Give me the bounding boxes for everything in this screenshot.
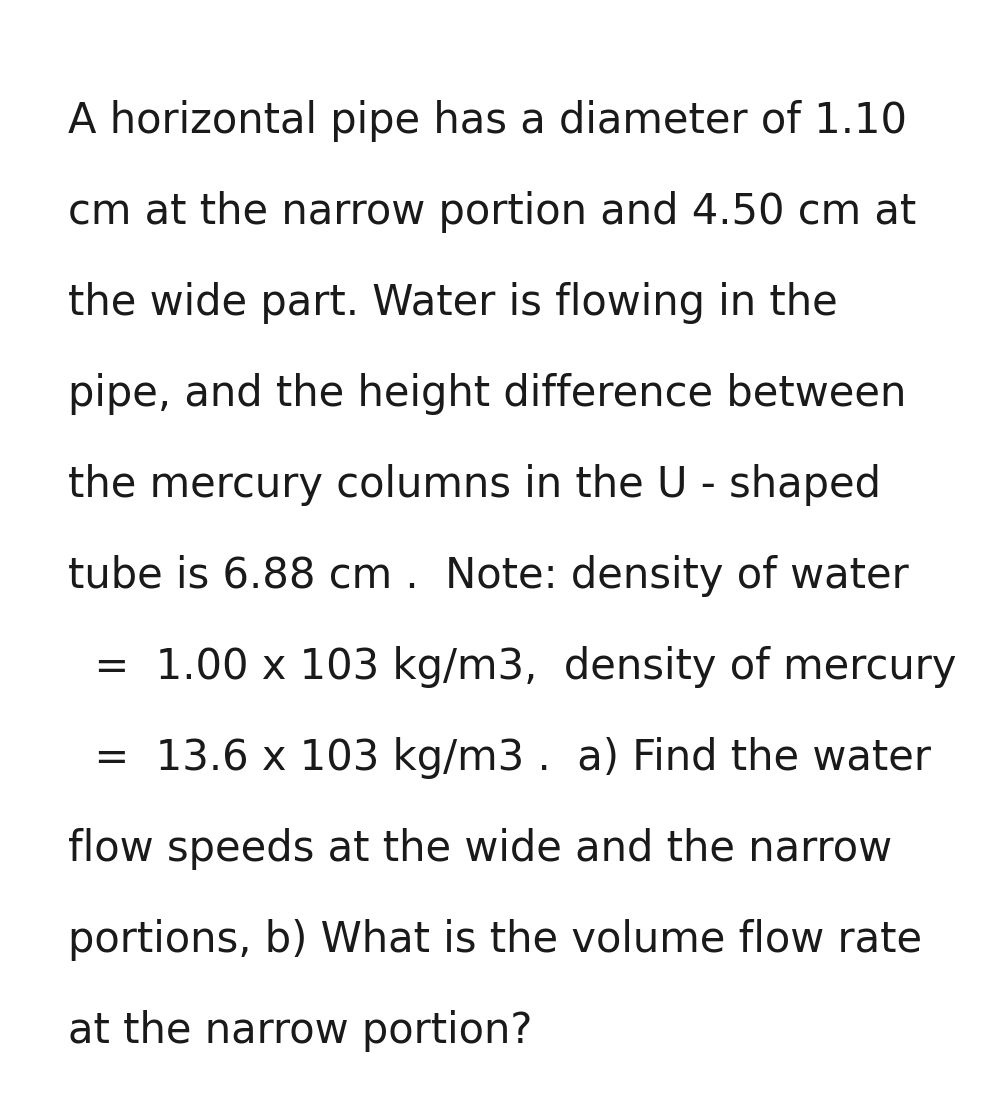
Text: pipe, and the height difference between: pipe, and the height difference between xyxy=(68,373,907,415)
Text: portions, b) What is the volume flow rate: portions, b) What is the volume flow rat… xyxy=(68,919,922,961)
Text: the wide part. Water is flowing in the: the wide part. Water is flowing in the xyxy=(68,282,838,324)
Text: flow speeds at the wide and the narrow: flow speeds at the wide and the narrow xyxy=(68,828,892,870)
Text: the mercury columns in the U - shaped: the mercury columns in the U - shaped xyxy=(68,464,881,506)
Text: A horizontal pipe has a diameter of 1.10: A horizontal pipe has a diameter of 1.10 xyxy=(68,100,907,142)
Text: =  1.00 x 103 kg/m3,  density of mercury: = 1.00 x 103 kg/m3, density of mercury xyxy=(68,646,957,687)
Text: cm at the narrow portion and 4.50 cm at: cm at the narrow portion and 4.50 cm at xyxy=(68,192,916,232)
Text: at the narrow portion?: at the narrow portion? xyxy=(68,1010,532,1052)
Text: =  13.6 x 103 kg/m3 .  a) Find the water: = 13.6 x 103 kg/m3 . a) Find the water xyxy=(68,737,931,779)
Text: tube is 6.88 cm .  Note: density of water: tube is 6.88 cm . Note: density of water xyxy=(68,555,909,597)
